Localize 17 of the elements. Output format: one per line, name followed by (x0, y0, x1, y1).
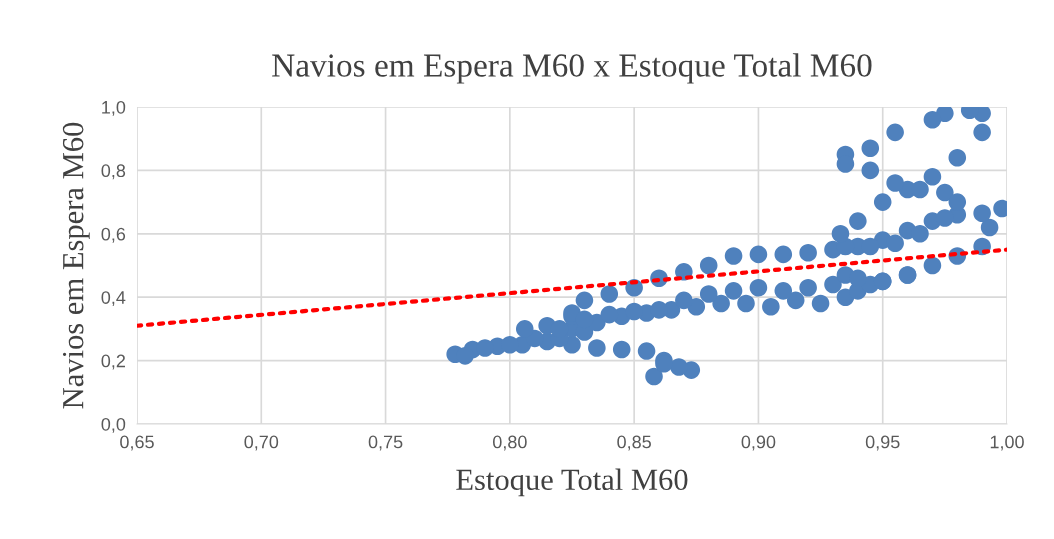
x-axis-title: Estoque Total M60 (456, 468, 688, 497)
y-tick-label: 0,8 (101, 164, 126, 180)
x-tick-label: 0,65 (120, 435, 154, 451)
chart-title: Navios em Espera M60 x Estoque Total M60 (272, 53, 872, 84)
x-tick-label: 0,85 (617, 435, 651, 451)
y-axis-title: Navios em Espera M60 (62, 122, 90, 409)
y-tick-label: 0,6 (101, 227, 126, 243)
y-tick-label: 0,4 (101, 291, 126, 307)
x-tick-label: 0,80 (492, 435, 527, 451)
y-tick-label: 0,2 (101, 354, 125, 370)
y-tick-label: 1,0 (102, 100, 126, 116)
x-tick-label: 0,90 (741, 435, 776, 451)
x-tick-label: 1,00 (990, 435, 1024, 451)
x-tick-label: 0,95 (865, 435, 900, 451)
x-tick-label: 0,70 (244, 435, 279, 451)
x-tick-label: 0,75 (368, 435, 403, 451)
y-tick-label: 0,0 (101, 417, 126, 433)
